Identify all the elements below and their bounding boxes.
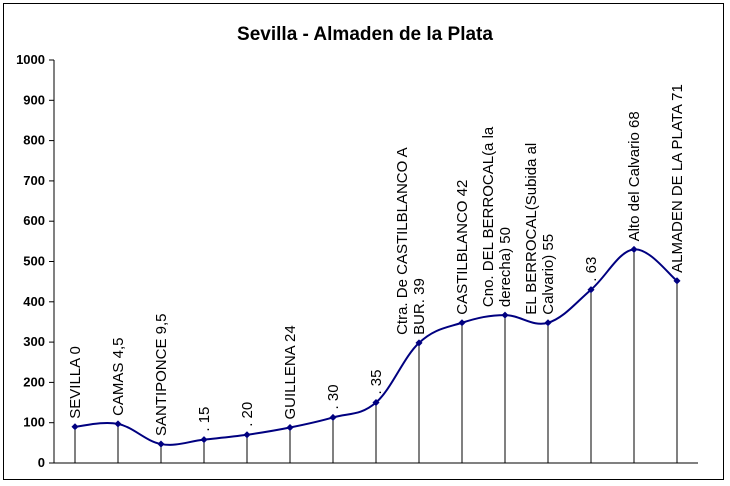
data-point xyxy=(458,319,466,327)
point-label-line: Calvario) 55 xyxy=(540,234,557,315)
data-point xyxy=(114,420,122,428)
data-point xyxy=(587,286,595,294)
point-label-line: Alto del Calvario 68 xyxy=(626,111,643,241)
point-label: Cno. DEL BERROCAL(a laderecha) 50 xyxy=(480,126,514,307)
markers xyxy=(71,245,681,448)
y-tick-label: 300 xyxy=(23,334,45,349)
point-label: . 20 xyxy=(239,402,256,427)
data-point xyxy=(630,245,638,253)
point-label-line: . 35 xyxy=(368,370,385,395)
point-label: SEVILLA 0 xyxy=(67,346,84,419)
point-label-line: CAMAS 4,5 xyxy=(110,338,127,416)
y-tick-label: 600 xyxy=(23,213,45,228)
point-labels: SEVILLA 0 CAMAS 4,5 SANTIPONCE 9,5 . 15 . 20… xyxy=(67,84,686,436)
point-label: SANTIPONCE 9,5 xyxy=(153,314,170,437)
point-label-line: BUR. 39 xyxy=(411,278,428,335)
y-tick-label: 1000 xyxy=(16,52,45,67)
data-point xyxy=(200,436,208,444)
data-point xyxy=(501,311,509,319)
point-label-line: GUILLENA 24 xyxy=(282,325,299,419)
chart-title: Sevilla - Almaden de la Plata xyxy=(237,24,493,45)
data-point xyxy=(286,424,294,432)
data-point xyxy=(243,431,251,439)
point-label-line: . 63 xyxy=(583,257,600,282)
data-point xyxy=(157,440,165,448)
y-tick-label: 0 xyxy=(38,455,45,470)
y-tick-label: 900 xyxy=(23,92,45,107)
point-label-line: derecha) 50 xyxy=(497,227,514,307)
point-label-line: EL BERROCAL(Subida al xyxy=(523,143,540,315)
point-label-line: Ctra. De CASTILBLANCO A xyxy=(394,147,411,335)
y-tick-label: 100 xyxy=(23,415,45,430)
point-label-line: Cno. DEL BERROCAL(a la xyxy=(480,126,497,307)
data-point xyxy=(372,399,380,407)
data-point xyxy=(673,277,681,285)
chart-frame xyxy=(3,3,724,480)
drop-lines xyxy=(74,249,678,463)
data-point xyxy=(329,413,337,421)
point-label: Ctra. De CASTILBLANCO ABUR. 39 xyxy=(394,147,428,335)
point-label: ALMADEN DE LA PLATA 71 xyxy=(669,84,686,273)
data-point xyxy=(415,339,423,347)
point-label: . 35 xyxy=(368,370,385,395)
point-label: . 30 xyxy=(325,384,342,409)
y-tick-label: 700 xyxy=(23,173,45,188)
point-label: CASTILBLANCO 42 xyxy=(454,180,471,315)
point-label: EL BERROCAL(Subida alCalvario) 55 xyxy=(523,143,557,315)
point-label-line: CASTILBLANCO 42 xyxy=(454,180,471,315)
point-label: GUILLENA 24 xyxy=(282,325,299,419)
point-label-line: . 30 xyxy=(325,384,342,409)
point-label-line: . 20 xyxy=(239,402,256,427)
data-point xyxy=(71,423,79,431)
y-tick-label: 400 xyxy=(23,294,45,309)
point-label-line: ALMADEN DE LA PLATA 71 xyxy=(669,84,686,273)
y-tick-label: 200 xyxy=(23,374,45,389)
data-point xyxy=(544,319,552,327)
point-label-line: SANTIPONCE 9,5 xyxy=(153,314,170,437)
point-label-line: SEVILLA 0 xyxy=(67,346,84,419)
point-label: CAMAS 4,5 xyxy=(110,338,127,416)
point-label: . 63 xyxy=(583,257,600,282)
point-label: . 15 xyxy=(196,407,213,432)
y-tick-label: 800 xyxy=(23,133,45,148)
y-tick-label: 500 xyxy=(23,254,45,269)
point-label-line: . 15 xyxy=(196,407,213,432)
point-label: Alto del Calvario 68 xyxy=(626,111,643,241)
